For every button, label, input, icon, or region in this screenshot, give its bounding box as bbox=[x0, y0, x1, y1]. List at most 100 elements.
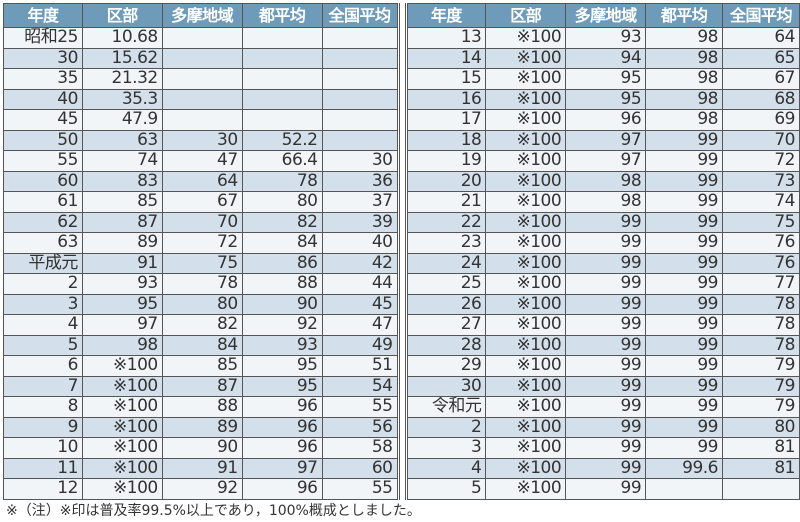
table-cell: 9 bbox=[3, 416, 83, 438]
table-cell: 79 bbox=[722, 396, 800, 418]
table-cell: 98 bbox=[645, 68, 723, 90]
table-cell: 30 bbox=[321, 150, 398, 172]
table-right: 年度 区部 多摩地域 都平均 全国平均 13 ※100 93 98 64 14 ※100 94 98 65 1… bbox=[406, 3, 800, 500]
table-cell: 79 bbox=[722, 355, 800, 377]
table-cell: ※100 bbox=[81, 375, 163, 397]
table-cell: 25 bbox=[406, 273, 487, 295]
table-cell: 79 bbox=[722, 375, 800, 397]
table-row: 5 ※100 99 bbox=[406, 478, 800, 500]
table-cell: ※100 bbox=[81, 355, 163, 377]
table-cell: ※100 bbox=[485, 211, 567, 233]
table-cell: 80 bbox=[241, 191, 323, 213]
table-cell bbox=[161, 47, 243, 69]
table-row: 19 ※100 97 99 72 bbox=[406, 150, 800, 172]
table-cell: 99 bbox=[565, 314, 647, 336]
table-cell: 21 bbox=[406, 191, 487, 213]
table-cell: 29 bbox=[406, 355, 487, 377]
table-row: 27 ※100 99 99 78 bbox=[406, 314, 800, 336]
table-cell: 99 bbox=[565, 334, 647, 356]
table-cell: 95 bbox=[565, 88, 647, 110]
table-cell: 55 bbox=[321, 396, 398, 418]
table-cell: 93 bbox=[241, 334, 323, 356]
table-cell: 99 bbox=[565, 273, 647, 295]
table-cell: ※100 bbox=[485, 375, 567, 397]
column-header: 多摩地域 bbox=[161, 3, 243, 28]
table-row: 3 95 80 90 45 bbox=[3, 293, 398, 315]
table-cell bbox=[722, 478, 800, 500]
table-cell: 18 bbox=[406, 129, 487, 151]
table-cell: 98 bbox=[565, 170, 647, 192]
table-cell: 88 bbox=[241, 273, 323, 295]
table-cell: 99 bbox=[645, 416, 723, 438]
table-cell: 3 bbox=[3, 293, 83, 315]
table-cell: 99 bbox=[645, 375, 723, 397]
table-row: 45 47.9 bbox=[3, 109, 398, 131]
table-row: 14 ※100 94 98 65 bbox=[406, 47, 800, 69]
table-row: 62 87 70 82 39 bbox=[3, 211, 398, 233]
table-cell: 99 bbox=[645, 252, 723, 274]
table-cell: 74 bbox=[81, 150, 163, 172]
table-row: 50 63 30 52.2 bbox=[3, 129, 398, 151]
table-cell: 89 bbox=[161, 416, 243, 438]
header-row: 年度 区部 多摩地域 都平均 全国平均 bbox=[3, 3, 398, 28]
table-cell: ※100 bbox=[81, 457, 163, 479]
table-cell: 93 bbox=[565, 27, 647, 49]
table-cell: 17 bbox=[406, 109, 487, 131]
table-cell: 97 bbox=[241, 457, 323, 479]
table-cell: 99 bbox=[645, 211, 723, 233]
table-cell: 2 bbox=[406, 416, 487, 438]
table-cell: 67 bbox=[722, 68, 800, 90]
table-row: 30 ※100 99 99 79 bbox=[406, 375, 800, 397]
column-header: 多摩地域 bbox=[565, 3, 647, 28]
column-header: 都平均 bbox=[241, 3, 323, 28]
table-cell: 84 bbox=[161, 334, 243, 356]
column-header: 区部 bbox=[81, 3, 163, 28]
table-cell: 72 bbox=[161, 232, 243, 254]
table-cell: ※100 bbox=[485, 191, 567, 213]
table-cell: 98 bbox=[81, 334, 163, 356]
table-cell: 21.32 bbox=[81, 68, 163, 90]
table-cell: 75 bbox=[161, 252, 243, 274]
table-cell: 73 bbox=[722, 170, 800, 192]
table-cell: 94 bbox=[565, 47, 647, 69]
table-cell: 45 bbox=[321, 293, 398, 315]
table-cell: 75 bbox=[722, 211, 800, 233]
table-cell: ※100 bbox=[485, 293, 567, 315]
table-cell: 99 bbox=[645, 150, 723, 172]
table-cell: 99 bbox=[645, 191, 723, 213]
table-cell: 3 bbox=[406, 437, 487, 459]
table-row: 17 ※100 96 98 69 bbox=[406, 109, 800, 131]
table-cell: 76 bbox=[722, 232, 800, 254]
table-cell: ※100 bbox=[485, 129, 567, 151]
table-cell: 99 bbox=[645, 355, 723, 377]
table-row: 30 15.62 bbox=[3, 47, 398, 69]
table-cell bbox=[241, 109, 323, 131]
table-cell: 93 bbox=[81, 273, 163, 295]
table-cell: 92 bbox=[241, 314, 323, 336]
table-row: 5 98 84 93 49 bbox=[3, 334, 398, 356]
table-cell: 99 bbox=[645, 273, 723, 295]
footnote: ※（注）※印は普及率99.5%以上であり，100%概成としました。 bbox=[6, 503, 421, 519]
table-cell: 96 bbox=[241, 478, 323, 500]
table-cell: 64 bbox=[161, 170, 243, 192]
table-cell: 90 bbox=[161, 437, 243, 459]
table-cell: 27 bbox=[406, 314, 487, 336]
table-cell: 47 bbox=[321, 314, 398, 336]
table-cell: 30 bbox=[161, 129, 243, 151]
table-row: 7 ※100 87 95 54 bbox=[3, 375, 398, 397]
table-cell: 96 bbox=[241, 416, 323, 438]
table-cell: ※100 bbox=[485, 478, 567, 500]
table-cell: 69 bbox=[722, 109, 800, 131]
table-cell: 4 bbox=[3, 314, 83, 336]
table-cell: 56 bbox=[321, 416, 398, 438]
table-cell: 99 bbox=[645, 170, 723, 192]
table-cell: 30 bbox=[3, 47, 83, 69]
table-cell: 52.2 bbox=[241, 129, 323, 151]
table-cell: 39 bbox=[321, 211, 398, 233]
table-cell: 66.4 bbox=[241, 150, 323, 172]
column-header: 全国平均 bbox=[722, 3, 800, 28]
table-cell bbox=[241, 68, 323, 90]
table-cell: 54 bbox=[321, 375, 398, 397]
table-cell: 63 bbox=[3, 232, 83, 254]
column-header: 全国平均 bbox=[321, 3, 398, 28]
